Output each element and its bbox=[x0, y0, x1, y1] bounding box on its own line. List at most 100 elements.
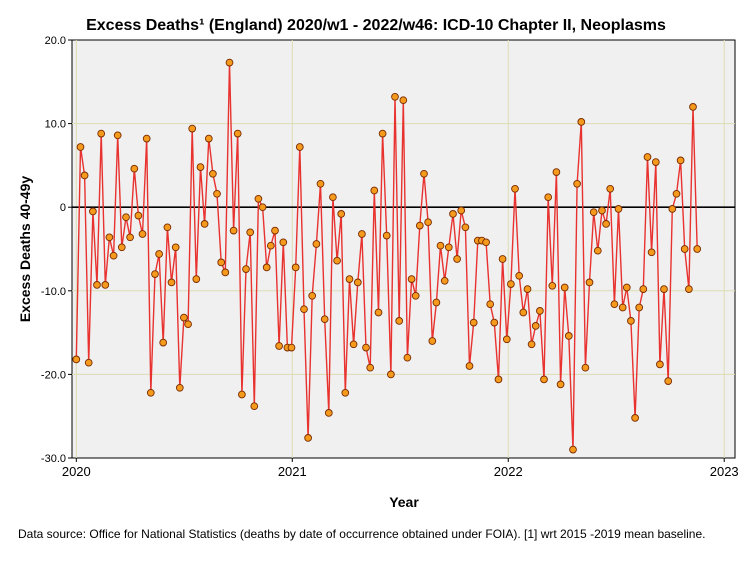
data-point bbox=[333, 256, 341, 265]
data-point bbox=[225, 58, 234, 67]
data-point bbox=[494, 375, 503, 384]
data-point bbox=[589, 208, 598, 217]
data-point bbox=[399, 96, 408, 105]
data-point bbox=[262, 263, 271, 272]
data-point bbox=[146, 388, 155, 397]
data-point bbox=[151, 270, 159, 278]
data-point bbox=[482, 238, 490, 247]
data-point bbox=[548, 281, 557, 290]
data-point bbox=[656, 360, 664, 369]
y-tick-label: 20.0 bbox=[45, 35, 66, 47]
data-point bbox=[415, 221, 424, 230]
y-tick-label: 10.0 bbox=[45, 119, 66, 131]
data-point bbox=[428, 337, 437, 345]
data-point bbox=[329, 193, 337, 202]
data-point bbox=[465, 362, 474, 370]
data-point bbox=[93, 281, 101, 289]
y-tick-label: 0 bbox=[60, 202, 66, 214]
data-point bbox=[250, 402, 259, 411]
data-point bbox=[221, 268, 230, 277]
data-point bbox=[217, 258, 226, 267]
data-point bbox=[577, 118, 586, 126]
data-point bbox=[432, 298, 441, 307]
data-point bbox=[200, 220, 209, 228]
data-point bbox=[585, 278, 594, 287]
data-point bbox=[581, 363, 590, 372]
data-point bbox=[287, 343, 296, 352]
data-point bbox=[420, 169, 428, 178]
data-point bbox=[130, 164, 139, 173]
data-point bbox=[337, 210, 346, 218]
data-point bbox=[196, 163, 205, 171]
data-point bbox=[440, 276, 449, 285]
data-point bbox=[353, 278, 362, 287]
data-point bbox=[606, 184, 615, 193]
data-point bbox=[258, 203, 267, 212]
data-point bbox=[105, 233, 114, 242]
data-point bbox=[515, 271, 524, 280]
data-point bbox=[184, 320, 192, 329]
data-point bbox=[552, 168, 561, 176]
data-point bbox=[668, 205, 677, 213]
data-point bbox=[573, 179, 581, 188]
data-point bbox=[349, 340, 358, 349]
data-point bbox=[142, 134, 151, 143]
data-point bbox=[502, 335, 511, 344]
data-point bbox=[436, 241, 445, 250]
data-point bbox=[544, 193, 553, 202]
data-point bbox=[155, 250, 163, 258]
data-point bbox=[444, 243, 453, 252]
y-tick-label: -30.0 bbox=[41, 453, 66, 465]
data-point bbox=[84, 358, 93, 367]
data-points bbox=[72, 58, 702, 454]
data-point bbox=[531, 322, 540, 330]
data-point bbox=[295, 143, 304, 151]
data-point bbox=[593, 246, 602, 255]
data-point bbox=[680, 245, 689, 253]
data-point bbox=[134, 211, 143, 220]
data-point bbox=[209, 169, 217, 178]
data-point bbox=[72, 355, 81, 364]
data-point bbox=[387, 370, 395, 379]
data-point bbox=[345, 275, 354, 283]
data-point bbox=[540, 375, 548, 384]
y-tick-label: -10.0 bbox=[41, 286, 66, 298]
data-point bbox=[403, 353, 412, 362]
data-point bbox=[109, 251, 118, 260]
data-point bbox=[569, 445, 577, 454]
data-point bbox=[614, 205, 623, 213]
data-point bbox=[610, 300, 619, 309]
data-point bbox=[159, 338, 168, 347]
data-point bbox=[113, 131, 122, 140]
data-point bbox=[229, 226, 238, 235]
data-point bbox=[358, 230, 366, 238]
data-point bbox=[188, 124, 197, 133]
data-point bbox=[622, 283, 631, 292]
data-point bbox=[643, 153, 652, 161]
data-point bbox=[527, 340, 536, 349]
data-point bbox=[175, 383, 184, 392]
x-tick-label: 2022 bbox=[494, 464, 523, 479]
data-point bbox=[117, 243, 126, 252]
data-point bbox=[536, 307, 544, 315]
data-point bbox=[635, 303, 644, 312]
data-point bbox=[407, 275, 416, 283]
footnote: Data source: Office for National Statist… bbox=[18, 527, 706, 541]
data-point bbox=[672, 189, 681, 198]
data-point bbox=[490, 318, 499, 327]
data-point bbox=[271, 226, 279, 235]
chart-title: Excess Deaths¹ (England) 2020/w1 - 2022/… bbox=[86, 17, 666, 34]
chart: Excess Deaths¹ (England) 2020/w1 - 2022/… bbox=[17, 17, 739, 510]
data-point bbox=[507, 280, 515, 288]
data-point bbox=[213, 189, 221, 198]
data-point bbox=[564, 332, 573, 340]
data-point bbox=[424, 218, 432, 227]
data-point bbox=[316, 179, 325, 188]
data-point bbox=[233, 129, 242, 138]
data-point bbox=[461, 223, 470, 232]
data-point bbox=[308, 291, 317, 300]
data-point bbox=[254, 194, 263, 203]
y-tick-label: -20.0 bbox=[41, 369, 66, 381]
data-point bbox=[391, 92, 399, 101]
data-point bbox=[320, 315, 329, 324]
